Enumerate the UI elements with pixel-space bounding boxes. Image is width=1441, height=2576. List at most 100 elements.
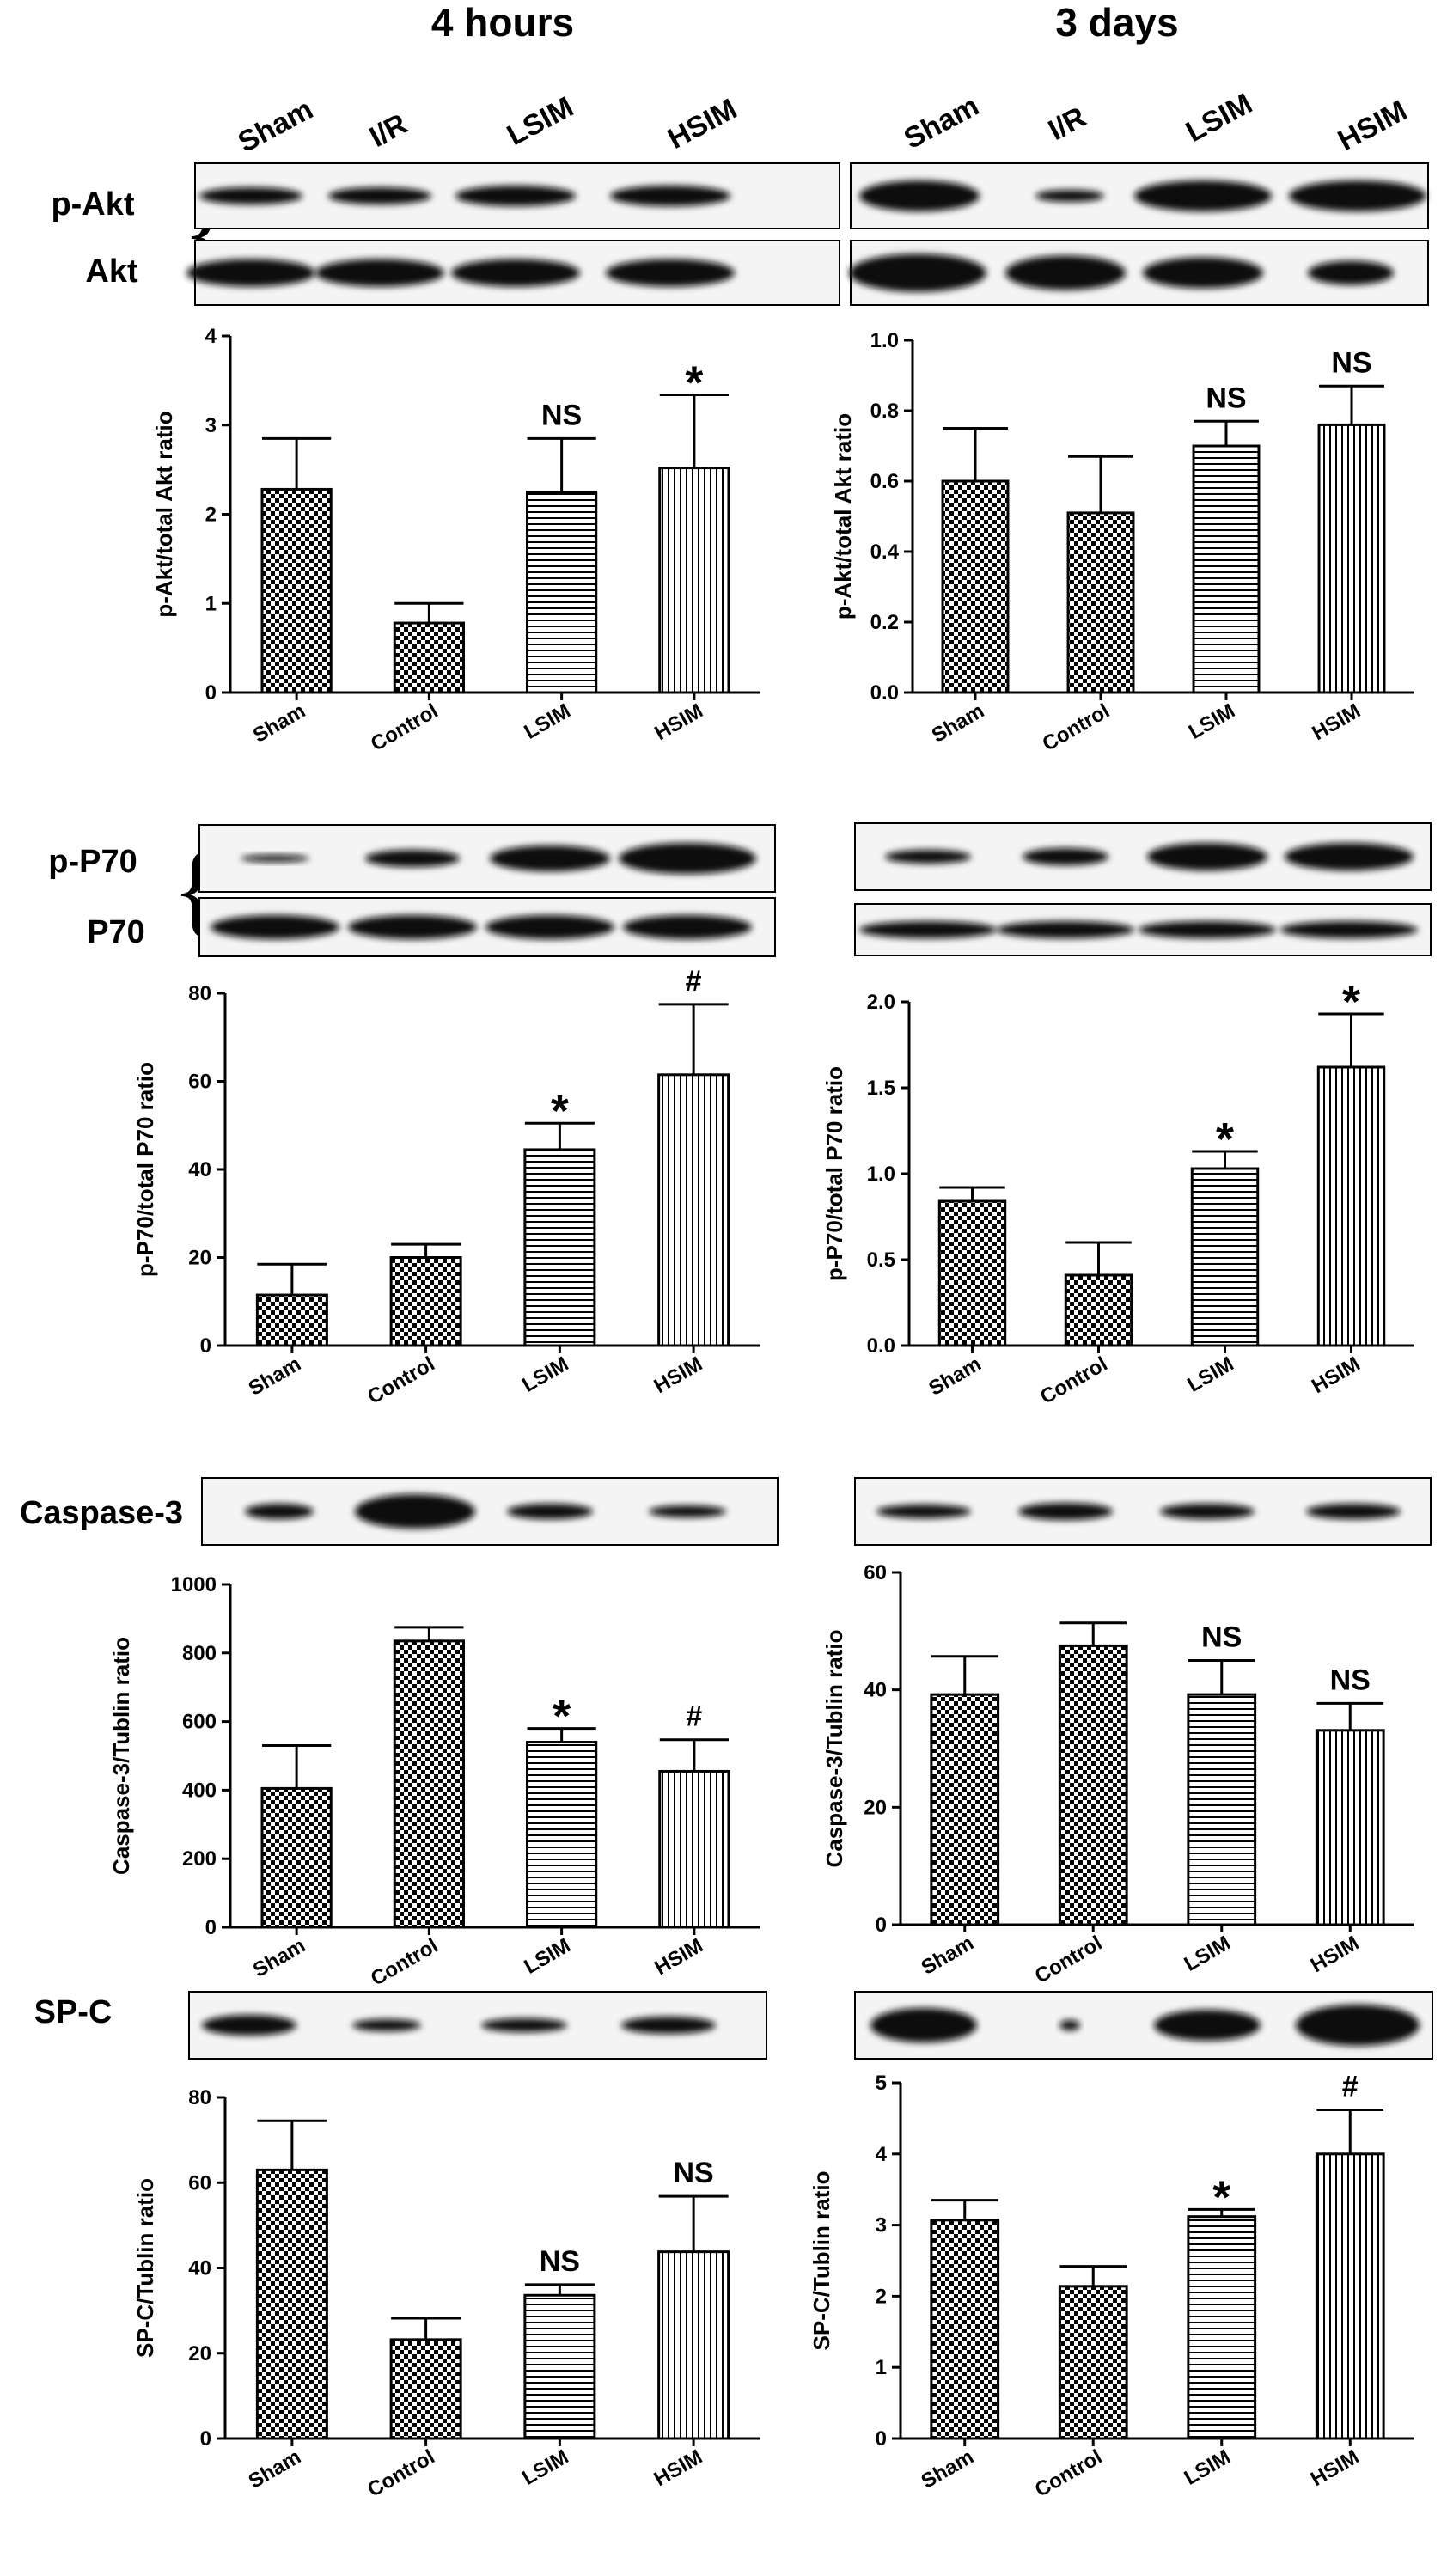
blot-band <box>1285 843 1414 870</box>
significance-mark: * <box>553 1691 571 1743</box>
blot-band <box>619 843 756 874</box>
blot-band <box>997 921 1134 938</box>
y-tick-label: 0 <box>876 2427 887 2451</box>
blot-p-akt-4h <box>194 162 840 229</box>
chart-spc_4h: 0 20 40 60 80 SP-C/Tublin ratio Sham Control LSI… <box>132 2086 760 2502</box>
lane-label-hsim: HSIM <box>662 93 742 156</box>
blot-band <box>1035 190 1104 202</box>
blot-p70-3d <box>854 903 1432 956</box>
bar-charts: 0 1 2 3 4 p-Akt/total Akt ratio Sham Control LSI… <box>108 325 1414 2502</box>
blot-band <box>885 850 971 864</box>
x-tick-label: LSIM <box>520 1934 574 1979</box>
y-tick-label: 1000 <box>171 1573 217 1596</box>
blot-band <box>849 253 986 292</box>
blot-p-p70-3d <box>854 822 1432 891</box>
x-tick-label: Sham <box>245 1352 305 1401</box>
y-tick-label: 0.5 <box>867 1248 895 1272</box>
y-tick-label: 2.0 <box>867 991 895 1014</box>
y-axis-label: p-P70/total P70 ratio <box>821 1066 847 1281</box>
blot-band <box>1308 260 1394 285</box>
chart-akt_3d: 0.0 0.2 0.4 0.6 0.8 1.0 p-Akt/total Akt ratio S… <box>830 329 1414 756</box>
blot-band <box>186 259 315 287</box>
x-tick-label: HSIM <box>650 699 706 745</box>
significance-mark: # <box>1342 2070 1359 2103</box>
blot-akt-3d <box>849 240 1429 306</box>
blot-band <box>876 1505 971 1518</box>
lane-labels-left: Sham I/R LSIM HSIM <box>233 90 742 159</box>
significance-mark: * <box>1212 2171 1230 2223</box>
y-axis-label: SP-C/Tublin ratio <box>132 2178 158 2358</box>
x-tick-label: Control <box>363 2445 438 2502</box>
bar-sham <box>260 487 333 694</box>
blot-p70-4h <box>198 897 776 957</box>
chart-akt_4h: 0 1 2 3 4 p-Akt/total Akt ratio Sham Control LSI… <box>151 325 760 756</box>
x-tick-label: Control <box>1039 699 1114 756</box>
bar-lsim <box>1187 2215 1257 2440</box>
y-tick-label: 0.2 <box>870 611 899 634</box>
x-tick-label: LSIM <box>520 699 574 744</box>
blot-sp-c-4h <box>188 1991 767 2060</box>
y-tick-label: 60 <box>188 1071 211 1094</box>
y-tick-label: 40 <box>864 1679 887 1702</box>
blot-band <box>241 855 309 862</box>
label-caspase-3: Caspase-3 <box>20 1495 183 1531</box>
y-tick-label: 0.8 <box>870 400 899 423</box>
y-axis-label: p-Akt/total Akt ratio <box>830 413 856 620</box>
lane-label-lsim: LSIM <box>502 90 579 152</box>
blot-akt-4h <box>186 240 840 306</box>
chart-casp_4h: 0 200 400 600 800 1000 Caspase-3/Tublin ratio S… <box>108 1573 760 1991</box>
y-axis-label: p-Akt/total Akt ratio <box>151 411 177 617</box>
y-tick-label: 4 <box>876 2143 888 2166</box>
bar-control <box>393 1639 465 1929</box>
y-tick-label: 5 <box>876 2072 887 2095</box>
y-tick-label: 20 <box>188 1247 211 1270</box>
blot-band <box>1139 921 1276 938</box>
bar-sham <box>255 2168 328 2440</box>
y-axis-label: Caspase-3/Tublin ratio <box>108 1637 134 1875</box>
y-axis-label: SP-C/Tublin ratio <box>809 2171 834 2351</box>
x-tick-label: Control <box>367 1934 442 1991</box>
x-tick-label: Control <box>1031 2445 1106 2502</box>
y-tick-label: 0.0 <box>870 681 899 705</box>
x-tick-label: LSIM <box>518 1352 572 1397</box>
lane-label-hsim: HSIM <box>1333 95 1413 157</box>
y-tick-label: 400 <box>182 1779 217 1802</box>
bar-lsim <box>526 1741 598 1929</box>
x-tick-label: LSIM <box>1181 2445 1235 2490</box>
significance-mark: * <box>551 1085 569 1137</box>
y-tick-label: 200 <box>182 1847 217 1871</box>
bar-hsim <box>1317 423 1386 694</box>
blot-band <box>352 2019 421 2031</box>
significance-mark: NS <box>1331 346 1371 379</box>
blot-p-akt-3d <box>850 162 1429 229</box>
blot-band <box>1018 1503 1113 1520</box>
blot-band <box>1143 257 1263 289</box>
blot-band <box>1289 180 1426 211</box>
bar-sham <box>255 1293 328 1347</box>
x-tick-label: HSIM <box>1309 699 1365 745</box>
y-tick-label: 60 <box>188 2171 211 2194</box>
label-akt: Akt <box>85 253 138 290</box>
blot-sp-c-3d <box>854 1991 1433 2060</box>
x-tick-label: Sham <box>249 699 309 748</box>
blot-band <box>365 850 460 867</box>
y-tick-label: 1 <box>205 592 217 615</box>
bar-lsim <box>523 2293 596 2440</box>
x-tick-label: HSIM <box>1307 2445 1363 2491</box>
y-tick-label: 1 <box>876 2356 887 2379</box>
blot-band <box>1134 180 1272 211</box>
x-tick-label: Control <box>363 1352 438 1409</box>
bar-sham <box>941 479 1010 694</box>
bar-sham <box>930 1693 1000 1926</box>
y-tick-label: 600 <box>182 1711 217 1734</box>
significance-mark: NS <box>541 399 582 431</box>
x-tick-label: HSIM <box>1308 1352 1364 1398</box>
bar-hsim <box>1316 1065 1386 1347</box>
y-tick-label: 1.0 <box>870 329 899 352</box>
significance-mark: * <box>1342 976 1360 1028</box>
y-tick-label: 3 <box>876 2214 887 2237</box>
bar-sham <box>260 1786 333 1929</box>
blot-band <box>1059 2020 1080 2030</box>
x-tick-label: LSIM <box>1181 1932 1235 1976</box>
